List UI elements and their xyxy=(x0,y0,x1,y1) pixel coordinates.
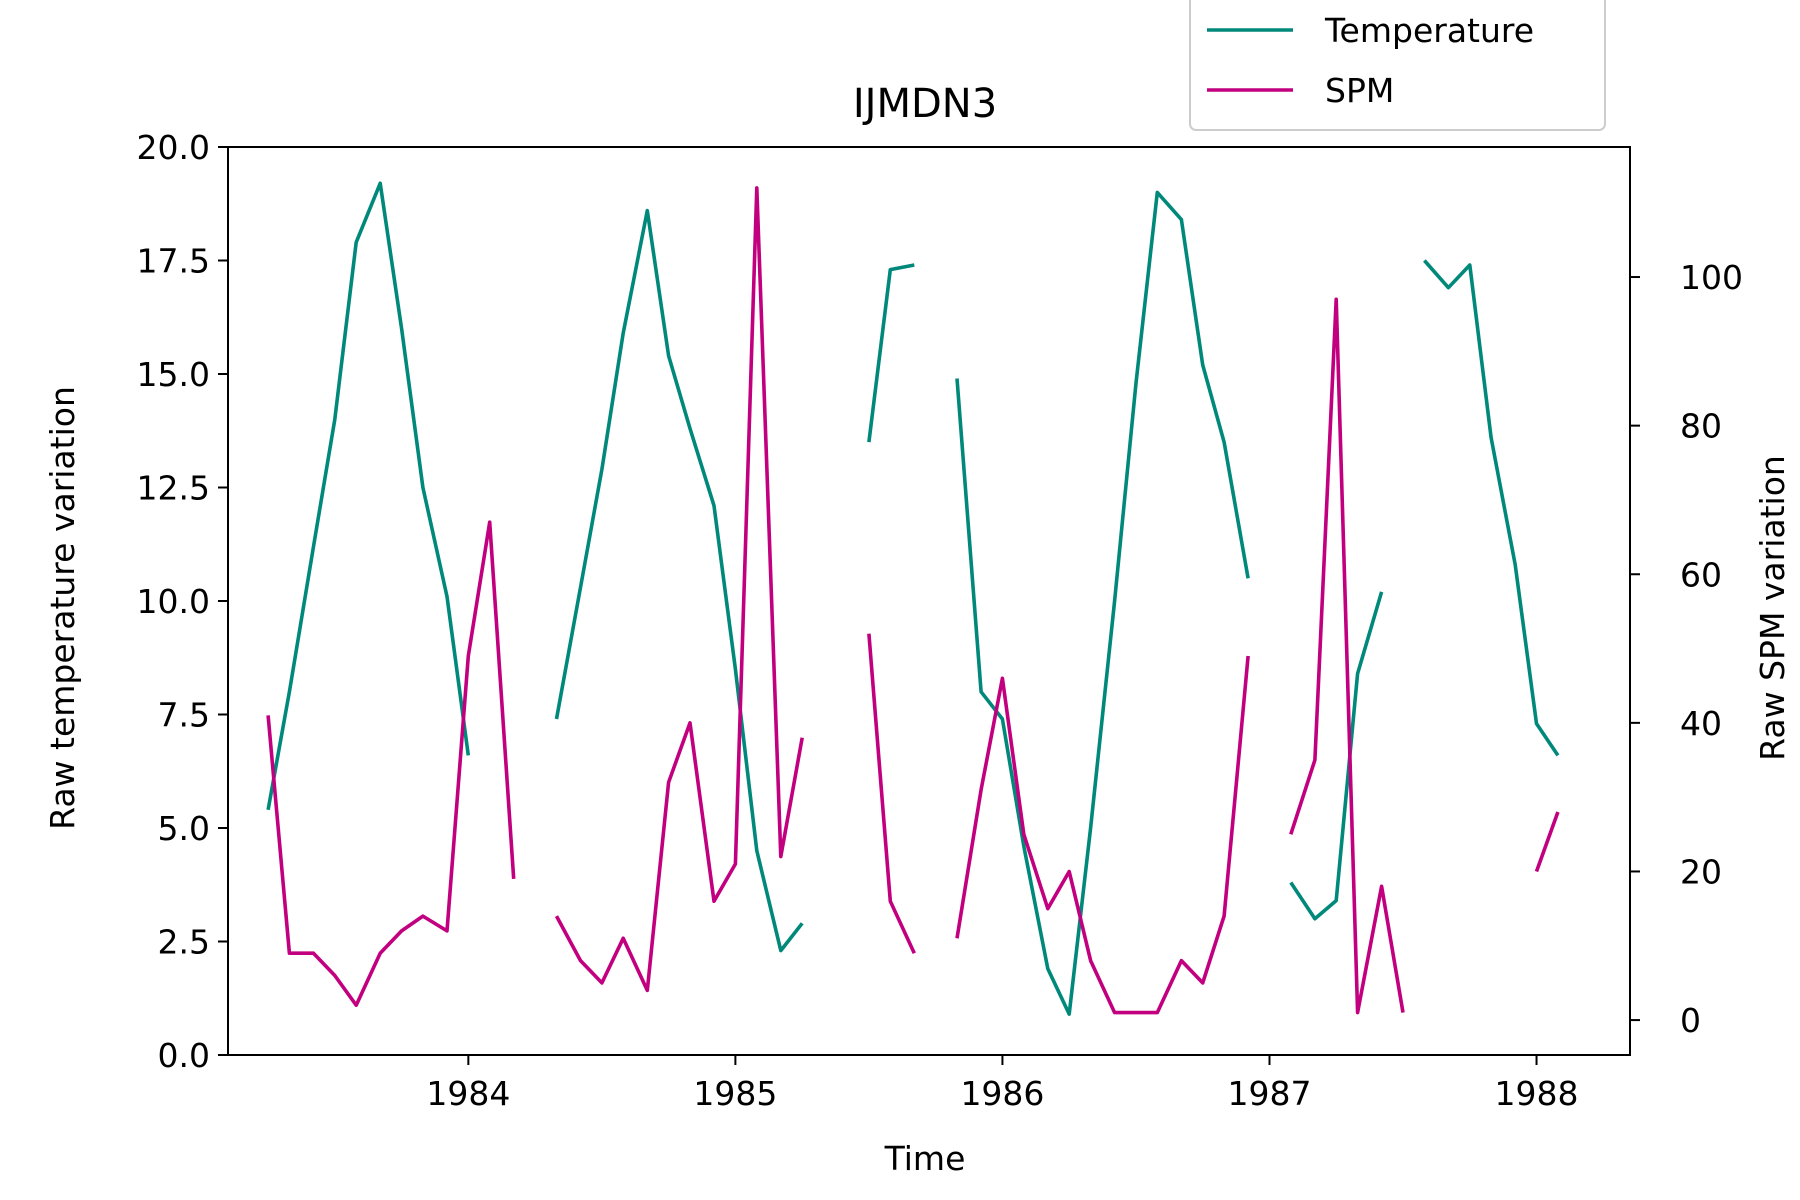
series-spm xyxy=(266,186,1560,1015)
chart-title: IJMDN3 xyxy=(853,81,997,127)
legend-label-temperature: Temperature xyxy=(1324,11,1534,50)
series-spm-segment-6 xyxy=(1534,811,1560,873)
series-layer xyxy=(266,181,1560,1016)
plot-frame xyxy=(227,146,1631,1056)
right-y-tick-label-20: 20 xyxy=(1680,852,1722,891)
series-temperature-segment-3 xyxy=(867,263,915,443)
series-temperature-segment-2 xyxy=(554,208,804,953)
series-temperature-segment-5 xyxy=(1289,591,1384,921)
x-tick-label-1986: 1986 xyxy=(960,1074,1044,1113)
right-y-axis-title: Raw SPM variation xyxy=(1753,455,1792,761)
right-y-tick-label-40: 40 xyxy=(1680,704,1722,743)
right-y-tick-label-60: 60 xyxy=(1680,555,1722,594)
right-y-tick-label-80: 80 xyxy=(1680,407,1722,446)
left-y-tick-label-0.0: 0.0 xyxy=(158,1036,210,1075)
series-spm-segment-4 xyxy=(955,655,1250,1015)
x-tick-label-1985: 1985 xyxy=(693,1074,777,1113)
left-y-tick-label-2.5: 2.5 xyxy=(158,923,210,962)
series-temperature-segment-1 xyxy=(266,181,471,811)
x-tick-label-1987: 1987 xyxy=(1227,1074,1311,1113)
left-y-tick-label-20.0: 20.0 xyxy=(137,128,210,167)
right-y-tick-label-100: 100 xyxy=(1680,258,1743,297)
left-y-tick-label-10.0: 10.0 xyxy=(137,582,210,621)
x-tick-label-1984: 1984 xyxy=(426,1074,510,1113)
x-axis-title: Time xyxy=(884,1139,966,1178)
x-tick-label-1988: 1988 xyxy=(1495,1074,1579,1113)
series-spm-segment-5 xyxy=(1289,297,1405,1015)
right-y-tick-label-0: 0 xyxy=(1680,1001,1701,1040)
series-temperature-segment-4 xyxy=(955,190,1250,1016)
left-y-tick-label-5.0: 5.0 xyxy=(158,809,210,848)
legend: Temperature SPM xyxy=(1189,0,1606,131)
series-temperature-segment-6 xyxy=(1423,259,1560,757)
left-y-axis-title: Raw temperature variation xyxy=(43,386,82,830)
series-temperature xyxy=(266,181,1560,1016)
series-spm-segment-3 xyxy=(867,633,916,954)
series-spm-segment-1 xyxy=(266,520,516,1008)
legend-label-spm: SPM xyxy=(1325,71,1394,110)
series-spm-segment-2 xyxy=(554,186,804,993)
left-y-tick-label-17.5: 17.5 xyxy=(137,242,210,281)
left-y-tick-label-7.5: 7.5 xyxy=(158,696,210,735)
left-y-tick-label-15.0: 15.0 xyxy=(137,355,210,394)
left-y-tick-label-12.5: 12.5 xyxy=(137,469,210,508)
axes-layer: 1984 1985 1986 1987 1988 0.0 2.5 5.0 7.5 10.0 12.5… xyxy=(137,128,1743,1113)
legend-frame xyxy=(1189,0,1606,131)
